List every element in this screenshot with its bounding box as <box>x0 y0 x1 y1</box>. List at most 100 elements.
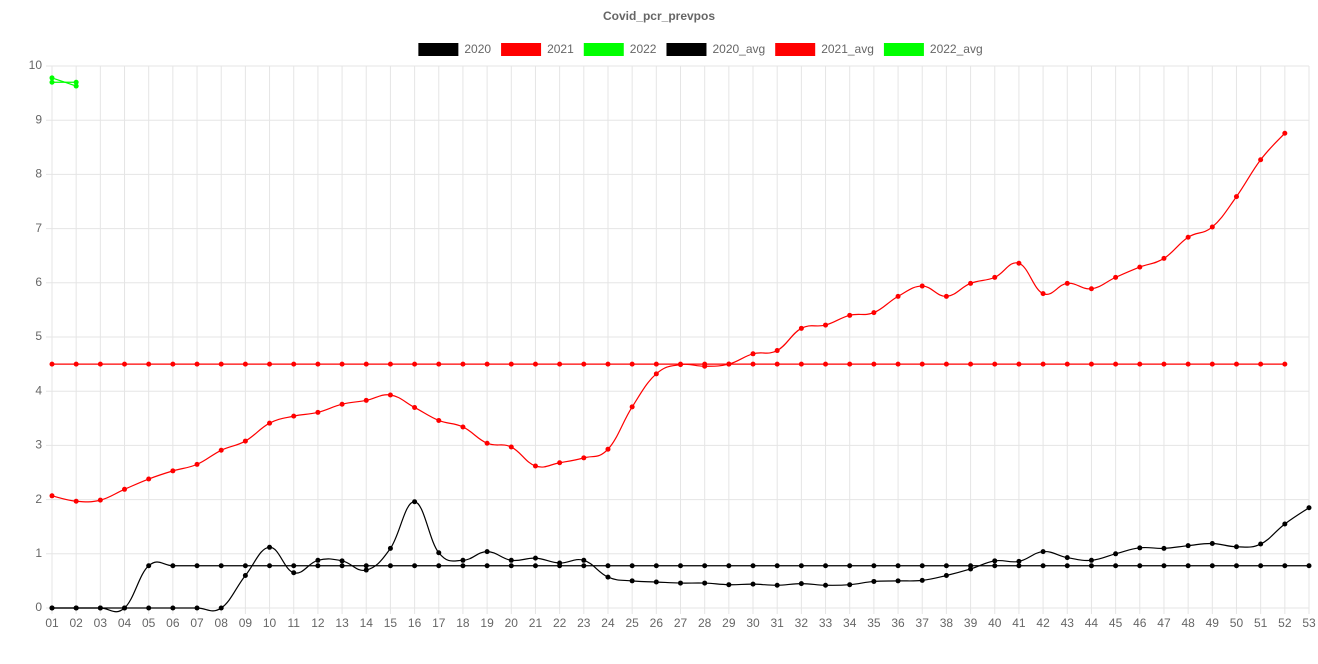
data-point <box>1282 130 1288 136</box>
data-point <box>122 486 128 492</box>
data-point <box>97 361 103 367</box>
data-point <box>943 572 949 578</box>
data-point <box>968 563 974 569</box>
data-point <box>1185 234 1191 240</box>
data-point <box>1113 551 1119 557</box>
x-tick-label: 27 <box>674 616 688 630</box>
data-point <box>895 578 901 584</box>
data-point <box>387 361 393 367</box>
data-point <box>412 563 418 569</box>
data-point <box>968 280 974 286</box>
x-tick-label: 15 <box>384 616 398 630</box>
data-point <box>339 558 345 564</box>
data-point <box>387 392 393 398</box>
data-point <box>847 563 853 569</box>
data-point <box>1113 361 1119 367</box>
y-tick-label: 1 <box>35 546 42 560</box>
x-tick-label: 11 <box>287 616 300 630</box>
data-point <box>387 563 393 569</box>
x-tick-label: 01 <box>45 616 59 630</box>
data-point <box>267 563 273 569</box>
data-point <box>774 563 780 569</box>
legend-swatch <box>775 43 816 56</box>
data-point <box>1209 541 1215 547</box>
data-point <box>750 361 756 367</box>
x-tick-label: 20 <box>505 616 519 630</box>
x-tick-label: 48 <box>1181 616 1195 630</box>
data-point <box>629 578 635 584</box>
x-tick-label: 02 <box>69 616 83 630</box>
data-point <box>823 361 829 367</box>
data-point <box>363 567 369 573</box>
legend-item: 2021_avg <box>775 42 874 56</box>
data-point <box>194 461 200 467</box>
legend-label: 2022_avg <box>930 42 983 56</box>
data-point <box>1306 563 1312 569</box>
data-point <box>218 447 224 453</box>
data-point <box>895 361 901 367</box>
data-point <box>363 563 369 569</box>
data-point <box>339 563 345 569</box>
data-point <box>1016 361 1022 367</box>
x-tick-label: 32 <box>795 616 809 630</box>
data-point <box>605 446 611 452</box>
data-point <box>146 605 152 611</box>
x-tick-label: 26 <box>650 616 664 630</box>
x-tick-label: 37 <box>916 616 930 630</box>
data-point <box>1306 505 1312 511</box>
legend-label: 2022 <box>630 42 657 56</box>
x-tick-label: 49 <box>1206 616 1220 630</box>
data-point <box>49 75 55 81</box>
data-point <box>194 563 200 569</box>
data-point <box>97 497 103 503</box>
data-point <box>97 605 103 611</box>
data-point <box>1161 361 1167 367</box>
data-point <box>847 312 853 318</box>
data-point <box>1088 563 1094 569</box>
x-tick-label: 21 <box>529 616 543 630</box>
data-point <box>291 413 297 419</box>
data-point <box>919 563 925 569</box>
data-point <box>460 424 466 430</box>
data-point <box>73 79 79 85</box>
x-tick-label: 08 <box>215 616 229 630</box>
legend-swatch <box>883 43 924 56</box>
data-point <box>315 409 321 415</box>
x-tick-label: 19 <box>480 616 494 630</box>
data-point <box>1209 224 1215 230</box>
data-point <box>1161 255 1167 261</box>
y-tick-label: 6 <box>35 275 42 289</box>
data-point <box>871 310 877 316</box>
data-point <box>194 605 200 611</box>
data-point <box>291 361 297 367</box>
data-point <box>750 563 756 569</box>
legend-swatch <box>583 43 624 56</box>
x-tick-label: 23 <box>577 616 591 630</box>
data-point <box>919 361 925 367</box>
x-tick-label: 24 <box>601 616 615 630</box>
data-point <box>412 404 418 410</box>
data-point <box>1040 291 1046 297</box>
data-point <box>702 563 708 569</box>
data-point <box>629 361 635 367</box>
data-point <box>798 325 804 331</box>
data-point <box>1282 521 1288 527</box>
data-point <box>460 361 466 367</box>
data-point <box>1185 563 1191 569</box>
legend-item: 2021 <box>501 42 574 56</box>
x-tick-label: 46 <box>1133 616 1147 630</box>
data-point <box>1040 549 1046 555</box>
data-point <box>1064 280 1070 286</box>
x-tick-label: 35 <box>867 616 881 630</box>
data-point <box>895 563 901 569</box>
data-point <box>436 361 442 367</box>
data-point <box>1282 361 1288 367</box>
data-point <box>315 563 321 569</box>
data-point <box>73 361 79 367</box>
x-tick-label: 03 <box>94 616 108 630</box>
data-point <box>508 444 514 450</box>
data-point <box>823 322 829 328</box>
data-point <box>1016 563 1022 569</box>
data-point <box>218 361 224 367</box>
x-tick-label: 10 <box>263 616 277 630</box>
